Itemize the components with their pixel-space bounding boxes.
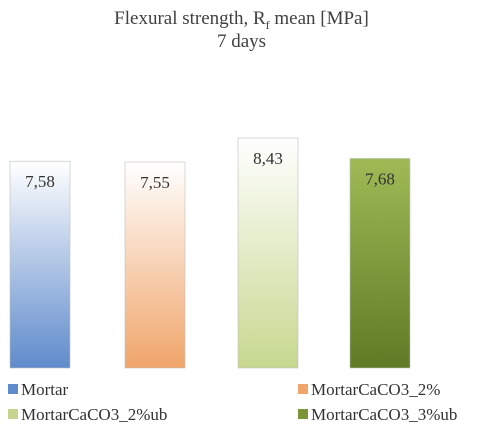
bar-3 bbox=[237, 137, 299, 369]
legend-swatch-3 bbox=[8, 409, 18, 419]
legend-item-2: MortarCaCO3_2% bbox=[298, 380, 440, 400]
bar-1 bbox=[9, 160, 71, 369]
legend-item-4: MortarCaCO3_3%ub bbox=[298, 405, 457, 425]
legend-swatch-1 bbox=[8, 384, 18, 394]
chart-title: Flexural strength, Rf mean [MPa] bbox=[114, 8, 369, 32]
legend-label-3: MortarCaCO3_2%ub bbox=[21, 405, 168, 424]
data-label-2: 7,55 bbox=[140, 173, 170, 192]
legend-item-3: MortarCaCO3_2%ub bbox=[8, 405, 167, 425]
bar-4 bbox=[349, 158, 411, 369]
data-label-1: 7,58 bbox=[25, 172, 55, 191]
legend-swatch-2 bbox=[298, 384, 308, 394]
legend-label-2: MortarCaCO3_2% bbox=[311, 380, 441, 399]
bar-2 bbox=[124, 161, 186, 369]
chart-subtitle: 7 days bbox=[216, 31, 267, 52]
data-label-3: 8,43 bbox=[253, 149, 283, 168]
data-label-4: 7,68 bbox=[365, 169, 395, 188]
legend-swatch-4 bbox=[298, 409, 308, 419]
legend-label-4: MortarCaCO3_3%ub bbox=[311, 405, 458, 424]
legend-item-1: Mortar bbox=[8, 380, 68, 400]
legend-label-1: Mortar bbox=[21, 380, 69, 399]
